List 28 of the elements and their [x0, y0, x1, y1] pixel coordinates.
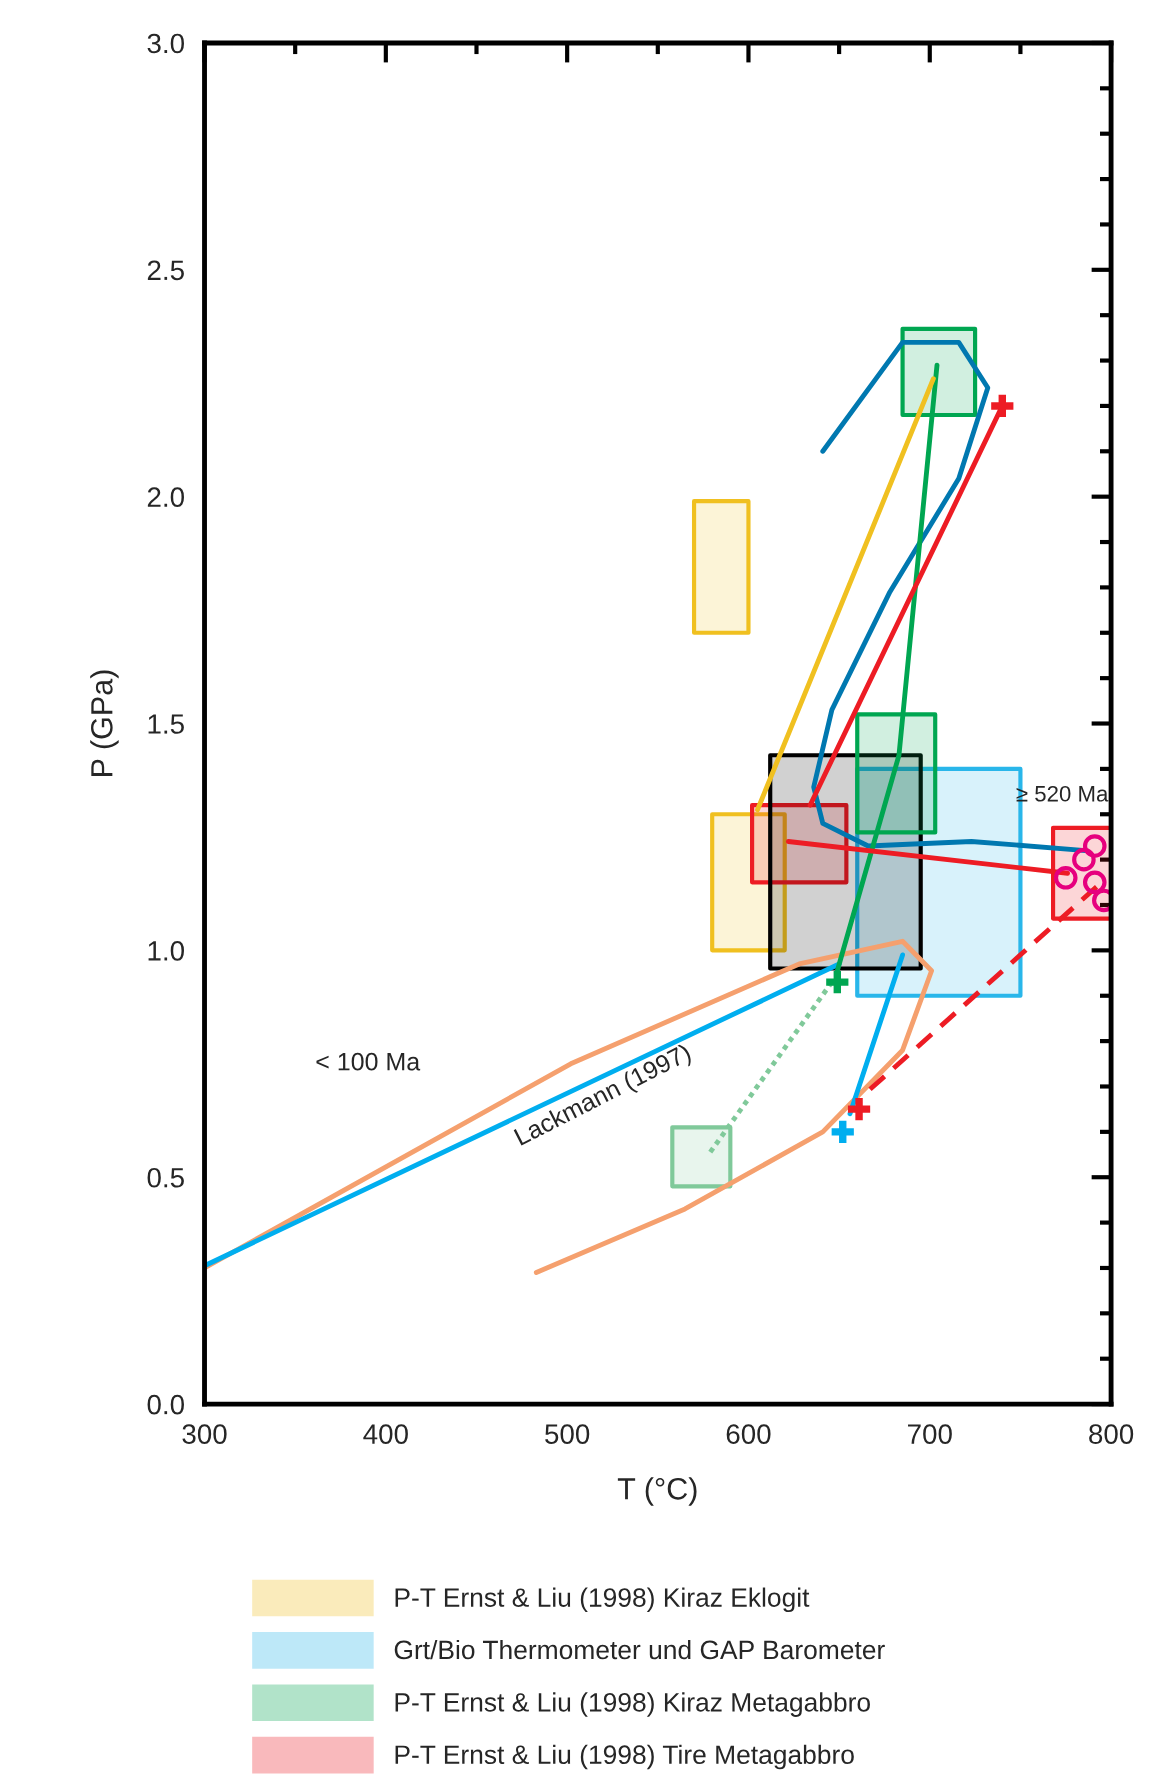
point	[991, 394, 1014, 418]
y-tick-label: 0.5	[147, 1167, 184, 1188]
legend-label: P-T Ernst & Liu (1998) Kiraz Eklogit	[395, 1587, 810, 1613]
point	[1053, 865, 1078, 890]
point	[847, 1098, 871, 1121]
x-tick-label: 600	[726, 1424, 771, 1444]
legend-label: P-T Ernst & Liu (1998) Kiraz Metagabbro	[395, 1692, 870, 1717]
y-tick-label: 1.5	[148, 714, 184, 734]
point	[831, 1120, 854, 1143]
y-tick-label: 0.0	[147, 1394, 184, 1415]
y-tick-label: 3.0	[147, 33, 184, 54]
legend-label: P-T Ernst & Liu (1998) Tire Metagabbro	[395, 1744, 854, 1770]
x-tick-label: 700	[908, 1424, 952, 1444]
x-tick-label: 400	[363, 1424, 408, 1444]
y-tick-label: 1.0	[148, 941, 184, 961]
y-axis-title: P (GPa)	[90, 670, 119, 776]
y-tick-label: 2.0	[147, 487, 184, 507]
y-tick-label: 2.5	[147, 260, 184, 281]
point	[1072, 847, 1096, 872]
x-tick-label: 500	[545, 1424, 590, 1444]
point	[826, 971, 849, 994]
legend-label: Grt/Bio Thermometer und GAP Barometer	[394, 1639, 885, 1660]
x-tick-label: 800	[1089, 1424, 1134, 1444]
x-axis-title: T (°C)	[617, 1477, 697, 1506]
point	[1082, 834, 1107, 858]
x-tick-label: 300	[182, 1424, 227, 1444]
annotation: < 100 Ma	[316, 1052, 421, 1071]
line-series	[204, 938, 935, 1275]
